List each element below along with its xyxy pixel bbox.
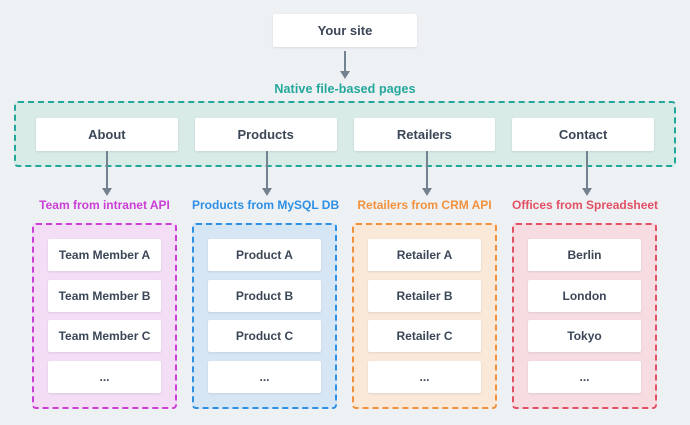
column-offices-container: Berlin London Tokyo ...: [512, 223, 657, 409]
arrow-down-icon: [582, 151, 592, 196]
list-item: London: [528, 279, 641, 312]
arrow-down-icon: [422, 151, 432, 196]
column-team-label: Team from intranet API: [39, 198, 170, 212]
page-box-retailers: Retailers: [353, 117, 496, 151]
page-box-contact: Contact: [512, 117, 654, 151]
pages-section-label: Native file-based pages: [274, 82, 416, 96]
arrow-down-icon: [340, 51, 350, 79]
list-item: Product B: [208, 279, 321, 312]
column-retailers: Retailers from CRM API Retailer A Retail…: [352, 197, 497, 409]
list-item: Team Member B: [48, 279, 161, 312]
pages-container: About Products Retailers Contact: [14, 101, 676, 167]
column-offices: Offices from Spreadsheet Berlin London T…: [512, 197, 659, 409]
list-item: Team Member C: [48, 320, 161, 353]
page-box-about: About: [36, 117, 178, 151]
list-item: Retailer C: [368, 320, 481, 353]
arrow-down-icon: [102, 151, 112, 196]
list-item: Retailer B: [368, 279, 481, 312]
column-products-container: Product A Product B Product C ...: [192, 223, 337, 409]
list-item: Berlin: [528, 239, 641, 271]
list-item: Team Member A: [48, 239, 161, 271]
arrow-down-icon: [262, 151, 272, 196]
list-item: ...: [208, 360, 321, 393]
list-item: Product A: [208, 239, 321, 271]
column-products: Products from MySQL DB Product A Product…: [192, 197, 340, 409]
list-item: ...: [528, 360, 641, 393]
column-team-container: Team Member A Team Member B Team Member …: [32, 223, 177, 409]
column-retailers-container: Retailer A Retailer B Retailer C ...: [352, 223, 497, 409]
list-item: Product C: [208, 320, 321, 353]
list-item: ...: [48, 360, 161, 393]
site-box: Your site: [273, 14, 417, 47]
column-retailers-label: Retailers from CRM API: [357, 198, 492, 212]
column-team: Team from intranet API Team Member A Tea…: [32, 197, 177, 409]
site-label: Your site: [317, 23, 373, 38]
page-box-products: Products: [194, 117, 337, 151]
column-offices-label: Offices from Spreadsheet: [512, 198, 659, 212]
list-item: Retailer A: [368, 239, 481, 271]
list-item: ...: [368, 360, 481, 393]
column-products-label: Products from MySQL DB: [192, 198, 340, 212]
list-item: Tokyo: [528, 320, 641, 353]
